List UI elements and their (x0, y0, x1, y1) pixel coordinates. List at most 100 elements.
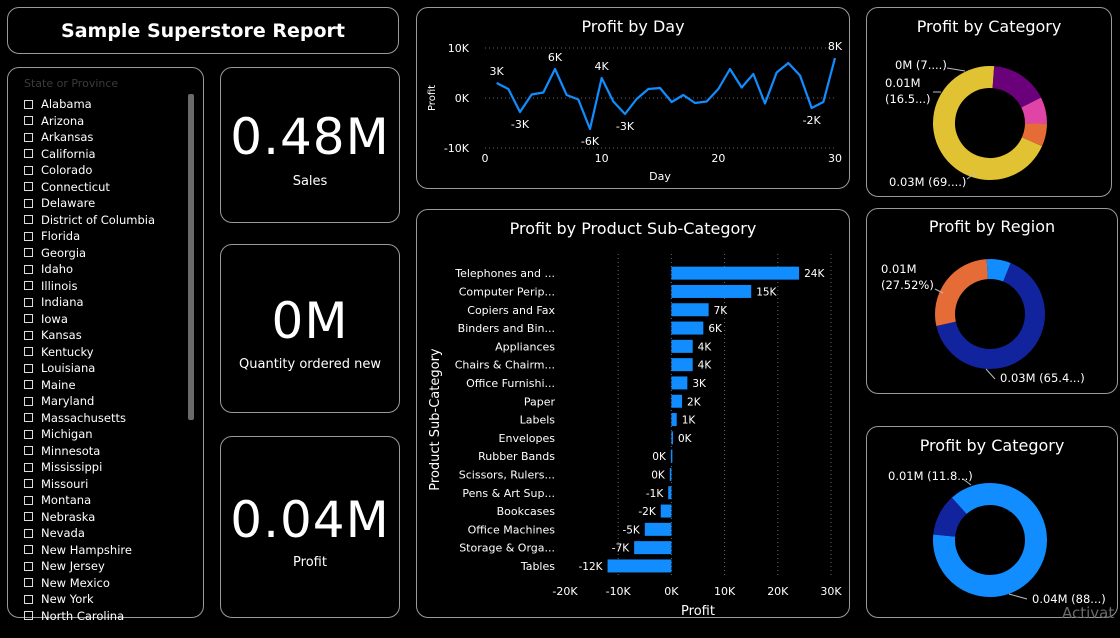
bar (671, 394, 683, 408)
slicer-scrollbar[interactable] (188, 94, 194, 420)
slicer-list[interactable]: Alabama Arizona Arkansas California Colorado… (24, 96, 184, 638)
checkbox-icon[interactable] (24, 495, 33, 505)
checkbox-icon[interactable] (24, 347, 33, 357)
checkbox-icon[interactable] (24, 380, 33, 390)
profit-by-subcategory-chart[interactable]: Profit by Product Sub-Category -20K -10K 0… (416, 209, 850, 618)
profit-by-day-chart[interactable]: Profit by Day 10K 0K -10K 0 10 20 30 Day Profit 3… (416, 7, 850, 189)
slicer-item[interactable]: Louisiana (24, 360, 184, 377)
slicer-item[interactable]: Maine (24, 377, 184, 394)
slicer-item[interactable]: Georgia (24, 245, 184, 262)
slicer-item[interactable]: Illinois (24, 278, 184, 295)
slicer-item[interactable]: Nebraska (24, 509, 184, 526)
slicer-item[interactable]: Indiana (24, 294, 184, 311)
checkbox-icon[interactable] (24, 248, 33, 258)
checkbox-icon[interactable] (24, 116, 33, 126)
bar (671, 303, 709, 317)
report-title: Sample Superstore Report (61, 20, 345, 42)
kpi-card-profit: 0.04M Profit (220, 436, 400, 618)
slicer-item[interactable]: Missouri (24, 476, 184, 493)
leader-line (934, 288, 944, 294)
slicer-item[interactable]: District of Columbia (24, 212, 184, 229)
profit-by-region-donut[interactable]: Profit by Region 0.01M (27.52%) 0.03M (65.… (866, 208, 1118, 394)
checkbox-icon[interactable] (24, 512, 33, 522)
slicer-item[interactable]: Idaho (24, 261, 184, 278)
checkbox-icon[interactable] (24, 215, 33, 225)
slicer-item[interactable]: Delaware (24, 195, 184, 212)
checkbox-icon[interactable] (24, 281, 33, 291)
checkbox-icon[interactable] (24, 198, 33, 208)
x-tick-label: 30 (828, 152, 842, 165)
chart-title: Profit by Region (928, 217, 1056, 236)
checkbox-icon[interactable] (24, 429, 33, 439)
checkbox-icon[interactable] (24, 363, 33, 373)
checkbox-icon[interactable] (24, 297, 33, 307)
slice-label: 0M (7....) (895, 58, 947, 72)
value-label: -7K (612, 543, 630, 555)
checkbox-icon[interactable] (24, 132, 33, 142)
checkbox-icon[interactable] (24, 264, 33, 274)
slicer-item[interactable]: Florida (24, 228, 184, 245)
checkbox-icon[interactable] (24, 149, 33, 159)
slicer-item[interactable]: New Hampshire (24, 542, 184, 559)
data-label: 4K (595, 60, 610, 73)
bar (671, 376, 688, 390)
slicer-item[interactable]: Colorado (24, 162, 184, 179)
slicer-item-label: Illinois (41, 278, 78, 293)
checkbox-icon[interactable] (24, 611, 33, 621)
slicer-item[interactable]: Michigan (24, 426, 184, 443)
checkbox-icon[interactable] (24, 413, 33, 423)
slicer-item[interactable]: Minnesota (24, 443, 184, 460)
slicer-item[interactable]: Mississippi (24, 459, 184, 476)
slicer-item[interactable]: Iowa (24, 311, 184, 328)
chart-title: Profit by Product Sub-Category (509, 219, 757, 238)
state-slicer[interactable]: State or Province Alabama Arizona Arkansas… (7, 67, 204, 623)
checkbox-icon[interactable] (24, 182, 33, 192)
donut-slice (933, 483, 1047, 597)
slicer-item[interactable]: Nevada (24, 525, 184, 542)
slicer-item[interactable]: Connecticut (24, 179, 184, 196)
checkbox-icon[interactable] (24, 314, 33, 324)
chart-title: Profit by Category (916, 17, 1062, 36)
slice-label: 0.03M (65.4...) (1000, 371, 1085, 385)
slicer-item[interactable]: New York (24, 591, 184, 608)
data-label: 6K (548, 51, 563, 64)
checkbox-icon[interactable] (24, 330, 33, 340)
checkbox-icon[interactable] (24, 99, 33, 109)
bar (607, 559, 672, 573)
slicer-item[interactable]: Maryland (24, 393, 184, 410)
data-label: -2K (803, 114, 822, 127)
checkbox-icon[interactable] (24, 528, 33, 538)
profit-by-category-donut[interactable]: Profit by Category 0M (7....) 0.01M (16.5.… (866, 7, 1112, 197)
slicer-item[interactable]: New Jersey (24, 558, 184, 575)
slicer-item-label: Georgia (41, 245, 87, 260)
checkbox-icon[interactable] (24, 446, 33, 456)
checkbox-icon[interactable] (24, 594, 33, 604)
slicer-item[interactable]: Montana (24, 492, 184, 509)
slicer-item[interactable]: New Mexico (24, 575, 184, 592)
checkbox-icon[interactable] (24, 561, 33, 571)
slicer-item[interactable]: North Carolina (24, 608, 184, 625)
slice-label: 0.01M (885, 76, 921, 90)
checkbox-icon[interactable] (24, 479, 33, 489)
slicer-item[interactable]: Arkansas (24, 129, 184, 146)
bar (634, 541, 672, 555)
checkbox-icon[interactable] (24, 462, 33, 472)
checkbox-icon[interactable] (24, 545, 33, 555)
checkbox-icon[interactable] (24, 396, 33, 406)
slicer-item[interactable]: Kansas (24, 327, 184, 344)
slicer-item[interactable]: Kentucky (24, 344, 184, 361)
checkbox-icon[interactable] (24, 165, 33, 175)
value-label: 6K (708, 323, 723, 335)
slicer-item-label: District of Columbia (41, 212, 155, 227)
slicer-item[interactable]: California (24, 146, 184, 163)
checkbox-icon[interactable] (24, 231, 33, 241)
bar (671, 266, 800, 280)
slicer-item[interactable]: Massachusetts (24, 410, 184, 427)
profit-by-category-donut-2[interactable]: Profit by Category 0.01M (11.8...) 0.04M … (866, 426, 1118, 618)
slicer-item[interactable]: Alabama (24, 96, 184, 113)
category-label: Chairs & Chairm... (455, 359, 555, 372)
slicer-item-label: Arizona (41, 113, 85, 128)
slicer-item[interactable]: Arizona (24, 113, 184, 130)
value-label: 0K (652, 451, 667, 463)
checkbox-icon[interactable] (24, 578, 33, 588)
